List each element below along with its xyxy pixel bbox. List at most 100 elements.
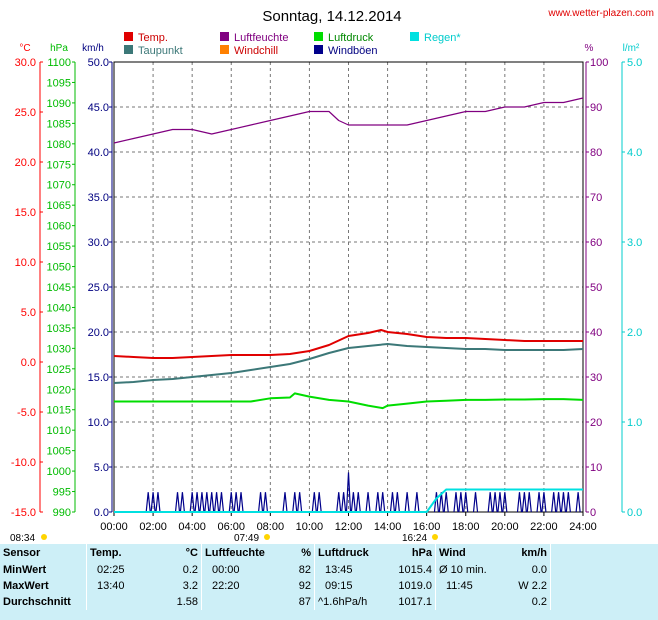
axis-hpa-tick-label: 1025 (47, 364, 71, 376)
windboeen-spike (233, 492, 239, 513)
axis-pct-tick-label: 100 (590, 57, 608, 69)
axis-temp-tick-label: 15.0 (15, 207, 36, 219)
windboeen-spike (536, 492, 542, 513)
x-tick-label: 14:00 (374, 521, 402, 533)
windboeen-spike (311, 492, 317, 513)
axis-unit-kmh: km/h (82, 43, 104, 54)
windboeen-spike (189, 492, 195, 513)
windboeen-spike (292, 492, 298, 513)
stats-press-value: 1017.1 (398, 596, 432, 608)
stats-wind-desc: W 2.2 (518, 580, 547, 592)
axis-hpa-tick-label: 1030 (47, 343, 71, 355)
windboeen-spike (433, 492, 440, 513)
axis-pct-tick-label: 80 (590, 147, 602, 159)
legend-label: Windböen (328, 45, 378, 57)
series-regen-line (114, 488, 583, 513)
windboeen-spike (199, 492, 205, 513)
source-link[interactable]: www.wetter-plazen.com (547, 8, 654, 19)
windboeen-spike (228, 492, 234, 513)
windboeen-spike (414, 492, 420, 513)
grid (114, 62, 583, 512)
axis-kmh-tick-label: 45.0 (88, 102, 109, 114)
windboeen-spike (463, 492, 469, 513)
legend-swatch (124, 45, 133, 54)
x-tick-label: 22:00 (530, 521, 558, 533)
axis-pct-tick-label: 60 (590, 237, 602, 249)
windboeen-spike (238, 492, 244, 513)
axis-hpa-tick-label: 995 (53, 487, 71, 499)
windboeen-spike (404, 492, 410, 513)
axis-hpa-tick-label: 1015 (47, 405, 71, 417)
windboeen-spike (575, 492, 581, 513)
windboeen-spike (282, 492, 288, 513)
axis-lm2-tick-label: 5.0 (627, 57, 642, 69)
stats-header-sensor: Sensor (3, 547, 41, 559)
stats-header-wind: Wind (435, 544, 504, 562)
legend-label: Luftdruck (328, 32, 374, 44)
axis-pct-tick-label: 10 (590, 462, 602, 474)
x-tick-label: 10:00 (296, 521, 324, 533)
stats-hum-value: 92 (298, 580, 311, 592)
windboeen-spike (555, 492, 562, 513)
axis-hpa-tick-label: 1065 (47, 200, 71, 212)
windboeen-spike (341, 492, 347, 513)
axis-kmh-tick-label: 40.0 (88, 147, 109, 159)
windboeen-spike (145, 492, 151, 513)
windboeen-spike (389, 492, 396, 513)
legend-label: Temp. (138, 32, 168, 44)
stats-press-time: 09:15 (314, 578, 391, 594)
axis-kmh: 50.0 45.0 40.0 35.0 30.0 25.0 20.0 15.0 10.0 5.0 0… (88, 57, 113, 519)
legend-label: Luftfeuchte (234, 32, 288, 44)
sunrise-icon (41, 534, 47, 540)
axis-hpa-tick-label: 1075 (47, 159, 71, 171)
axis-lm2-tick-label: 1.0 (627, 417, 642, 429)
axis-kmh-tick-label: 20.0 (88, 327, 109, 339)
windboeen-spike (297, 492, 303, 513)
windboeen-spike (150, 492, 156, 513)
stats-empty-cell (550, 594, 637, 610)
x-tick-label: 02:00 (139, 521, 167, 533)
windboeen-spike (179, 492, 185, 513)
windboeen-spike (336, 492, 342, 513)
stats-header-hum-unit: % (301, 547, 311, 559)
x-tick-label: 04:00 (178, 521, 206, 533)
x-tick-label: 24:00 (569, 521, 597, 533)
weather-chart: Sonntag, 14.12.2014 www.wetter-plazen.co… (10, 8, 654, 544)
stats-hum-time (201, 594, 286, 610)
axis-pct-tick-label: 90 (590, 102, 602, 114)
windboeen-spike (209, 492, 215, 513)
stats-temp-value: 1.58 (176, 596, 198, 608)
axis-lm2-tick-label: 4.0 (627, 147, 642, 159)
stats-temp-time: 02:25 (86, 562, 165, 578)
axis-kmh-tick-label: 50.0 (88, 57, 109, 69)
axis-hpa: 1100 1095 1090 1085 1080 1075 1070 1065 1060 1055… (47, 57, 76, 519)
series-luftdruck-line (114, 392, 584, 410)
windboeen-spike (438, 492, 444, 513)
stats-temp-time: 13:40 (86, 578, 165, 594)
stats-label: MaxWert (3, 580, 49, 592)
axis-kmh-tick-label: 10.0 (88, 417, 109, 429)
stats-temp-value: 3.2 (182, 580, 198, 592)
axis-hpa-tick-label: 1100 (47, 57, 71, 69)
legend-label: Taupunkt (138, 45, 183, 57)
axis-lm2-tick-label: 2.0 (627, 327, 642, 339)
windboeen-spike (497, 492, 503, 513)
stats-press-value: 1015.4 (398, 564, 432, 576)
legend: Temp. Luftfeuchte Luftdruck Regen* Taupunkt W… (124, 32, 461, 57)
axis-hpa-tick-label: 1095 (47, 77, 71, 89)
axis-hpa-tick-label: 1055 (47, 241, 71, 253)
axis-temp-tick-label: 25.0 (15, 107, 36, 119)
windboeen-spike (526, 492, 532, 513)
stats-label: Durchschnitt (3, 596, 71, 608)
axis-lm2-tick-label: 0.0 (627, 507, 642, 519)
windboeen-spike (257, 492, 264, 513)
chart-title: Sonntag, 14.12.2014 (262, 8, 401, 25)
stats-press-time: 13:45 (314, 562, 391, 578)
stats-empty-cell (550, 578, 637, 594)
stats-header-empty (550, 544, 637, 562)
x-tick-label: 06:00 (217, 521, 245, 533)
stats-header-wind-unit: km/h (521, 547, 547, 559)
stats-header-row: Sensor Temp. °C Luftfeuchte % Luftdruck … (0, 544, 637, 562)
legend-swatch (124, 32, 133, 41)
axis-hpa-tick-label: 1080 (47, 139, 71, 151)
